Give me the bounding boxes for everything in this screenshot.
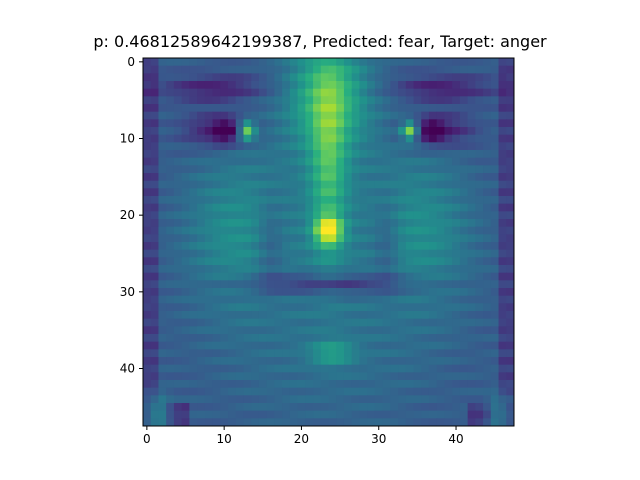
axes-frame [142, 57, 515, 427]
y-tick-label: 30 [120, 285, 135, 299]
y-tick-label: 0 [127, 55, 135, 69]
x-tick-label: 40 [448, 432, 463, 446]
y-tick-label: 10 [120, 132, 135, 146]
x-tick-label: 30 [371, 432, 386, 446]
y-tick-label: 40 [120, 362, 135, 376]
x-tick-label: 0 [143, 432, 151, 446]
y-axis: 0 10 20 30 40 [120, 55, 143, 376]
x-tick-label: 10 [217, 432, 232, 446]
figure-title: p: 0.46812589642199387, Predicted: fear,… [93, 32, 547, 51]
y-tick-label: 20 [120, 208, 135, 222]
x-tick-label: 20 [294, 432, 309, 446]
face-image [143, 58, 514, 426]
x-axis: 0 10 20 30 40 [143, 426, 464, 446]
